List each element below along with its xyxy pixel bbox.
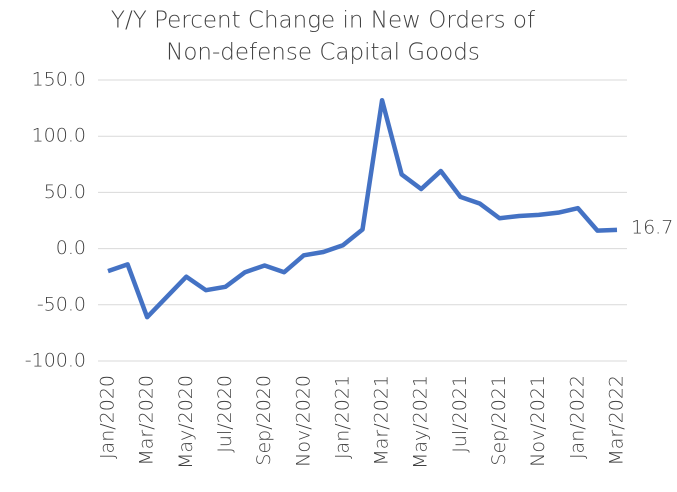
chart-title: Y/Y Percent Change in New Orders of	[111, 8, 536, 34]
x-tick-label: Sep/2020	[253, 375, 275, 466]
x-tick-label: Jan/2020	[97, 375, 119, 459]
y-tick-label: -50.0	[37, 293, 86, 315]
x-tick-label: Jul/2020	[214, 375, 236, 453]
data-label: 16.7	[631, 216, 673, 238]
y-tick-label: 150.0	[32, 69, 86, 91]
x-tick-label: Mar/2020	[136, 375, 158, 466]
x-tick-label: Jul/2021	[449, 375, 471, 453]
y-tick-label: 100.0	[32, 125, 86, 147]
x-tick-label: Nov/2021	[527, 375, 549, 467]
x-tick-label: Jan/2021	[331, 375, 353, 459]
x-tick-label: Jan/2022	[566, 375, 588, 459]
x-tick-label: Mar/2022	[606, 375, 628, 466]
x-tick-label: Sep/2021	[488, 375, 510, 466]
y-tick-label: 0.0	[56, 237, 86, 259]
y-tick-label: -100.0	[25, 350, 86, 372]
chart-title: Non-defense Capital Goods	[166, 40, 480, 66]
x-tick-label: Mar/2021	[371, 375, 393, 466]
x-tick-label: Nov/2020	[292, 375, 314, 467]
x-tick-label: May/2020	[175, 375, 197, 469]
y-tick-label: 50.0	[44, 181, 86, 203]
x-tick-label: May/2021	[410, 375, 432, 469]
data-line	[107, 97, 618, 320]
